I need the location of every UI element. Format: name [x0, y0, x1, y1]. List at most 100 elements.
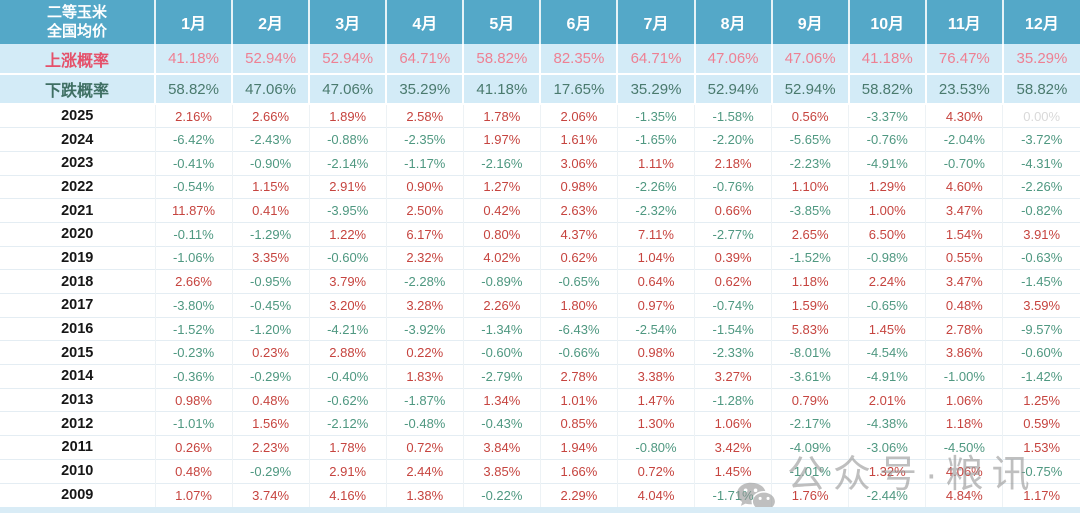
cell-2012-m12: 0.59%: [1002, 411, 1080, 436]
table-row-2013: 2013 0.98% 0.48% -0.62% -1.87% 1.34% 1.01% 1.47…: [0, 387, 1080, 412]
cell-2023-m6: 3.06%: [540, 150, 618, 176]
cell-2011-m10: -3.06%: [848, 435, 927, 460]
cell-2016-m3: -4.21%: [309, 316, 387, 341]
cell-2022-m11: 4.60%: [925, 174, 1004, 199]
cell-2011-m9: -4.09%: [771, 435, 850, 460]
year-label-2023: 2023: [0, 150, 156, 176]
rise-probability-m3: 52.94%: [309, 44, 388, 75]
fall-probability-m7: 35.29%: [617, 74, 696, 105]
cell-2011-m12: 1.53%: [1002, 435, 1080, 460]
cell-2018-m4: -2.28%: [386, 269, 464, 294]
cell-2019-m8: 0.39%: [694, 245, 773, 270]
cell-2020-m5: 0.80%: [463, 221, 541, 247]
cell-2014-m5: -2.79%: [463, 364, 541, 389]
cell-2017-m1: -3.80%: [155, 293, 233, 318]
cell-2011-m11: -4.50%: [925, 435, 1004, 460]
cell-2009-m11: 4.84%: [925, 482, 1004, 507]
rise-probability-m2: 52.94%: [232, 44, 311, 75]
cell-2015-m3: 2.88%: [309, 340, 387, 365]
cell-2013-m10: 2.01%: [848, 387, 927, 412]
table-row-2011: 2011 0.26% 2.23% 1.78% 0.72% 3.84% 1.94% -0.80%…: [0, 435, 1080, 460]
cell-2013-m5: 1.34%: [463, 387, 541, 412]
table-row-2020: 2020 -0.11% -1.29% 1.22% 6.17% 0.80% 4.37% 7.11…: [0, 221, 1080, 247]
cell-2018-m6: -0.65%: [540, 269, 618, 294]
cell-2009-m6: 2.29%: [540, 482, 618, 507]
corner-title-line2: 全国均价: [46, 23, 107, 40]
cell-2021-m8: 0.66%: [694, 198, 773, 223]
cell-2010-m4: 2.44%: [386, 458, 464, 483]
cell-2013-m6: 1.01%: [540, 387, 618, 412]
cell-2023-m12: -4.31%: [1002, 150, 1080, 176]
cell-2013-m12: 1.25%: [1002, 387, 1080, 412]
cell-2012-m2: 1.56%: [232, 411, 310, 436]
cell-2013-m9: 0.79%: [771, 387, 850, 412]
cell-2010-m7: 0.72%: [617, 458, 696, 483]
cell-2025-m7: -1.35%: [617, 103, 696, 128]
rise-probability-m11: 76.47%: [925, 44, 1004, 75]
cell-2025-m12: 0.00%: [1002, 103, 1080, 128]
cell-2021-m4: 2.50%: [386, 198, 464, 223]
cell-2013-m3: -0.62%: [309, 387, 387, 412]
cell-2011-m8: 3.42%: [694, 435, 773, 460]
rise-probability-m12: 35.29%: [1002, 44, 1080, 75]
cell-2015-m8: -2.33%: [694, 340, 773, 365]
cell-2011-m5: 3.84%: [463, 435, 541, 460]
year-label-2020: 2020: [0, 221, 156, 247]
month-header-10: 10月: [848, 0, 927, 44]
cell-2009-m12: 1.17%: [1002, 482, 1080, 507]
cell-2017-m9: 1.59%: [771, 293, 850, 318]
cell-2017-m4: 3.28%: [386, 293, 464, 318]
year-label-2015: 2015: [0, 340, 156, 365]
fall-probability-m9: 52.94%: [771, 74, 850, 105]
cell-2018-m12: -1.45%: [1002, 269, 1080, 294]
fall-probability-m1: 58.82%: [155, 74, 234, 105]
cell-2025-m9: 0.56%: [771, 103, 850, 128]
cell-2018-m1: 2.66%: [155, 269, 233, 294]
cell-2016-m12: -9.57%: [1002, 316, 1080, 341]
fall-probability-m3: 47.06%: [309, 74, 388, 105]
table-header: 二等玉米 全国均价 1月 2月 3月 4月 5月 6月 7月 8月 9月 10月 11月 12月: [0, 0, 1080, 44]
cell-2012-m1: -1.01%: [155, 411, 233, 436]
cell-2014-m1: -0.36%: [155, 364, 233, 389]
cell-2024-m8: -2.20%: [694, 127, 773, 152]
cell-2009-m2: 3.74%: [232, 482, 310, 507]
fall-probability-m2: 47.06%: [232, 74, 311, 105]
cell-2020-m2: -1.29%: [232, 221, 310, 247]
cell-2011-m6: 1.94%: [540, 435, 618, 460]
cell-2019-m10: -0.98%: [848, 245, 927, 270]
cell-2010-m3: 2.91%: [309, 458, 387, 483]
cell-2025-m2: 2.66%: [232, 103, 310, 128]
year-label-2021: 2021: [0, 198, 156, 223]
cell-2018-m3: 3.79%: [309, 269, 387, 294]
cell-2015-m6: -0.66%: [540, 340, 618, 365]
year-label-2016: 2016: [0, 316, 156, 341]
year-rows: 2025 2.16% 2.66% 1.89% 2.58% 1.78% 2.06% -1.35%…: [0, 103, 1080, 507]
cell-2017-m11: 0.48%: [925, 293, 1004, 318]
cell-2022-m6: 0.98%: [540, 174, 618, 199]
table-row-2014: 2014 -0.36% -0.29% -0.40% 1.83% -2.79% 2.78% 3.…: [0, 364, 1080, 389]
fall-probability-m6: 17.65%: [540, 74, 619, 105]
cell-2021-m5: 0.42%: [463, 198, 541, 223]
table-row-2022: 2022 -0.54% 1.15% 2.91% 0.90% 1.27% 0.98% -2.26…: [0, 174, 1080, 199]
cell-2014-m6: 2.78%: [540, 364, 618, 389]
cell-2014-m11: -1.00%: [925, 364, 1004, 389]
cell-2025-m6: 2.06%: [540, 103, 618, 128]
month-header-6: 6月: [540, 0, 619, 44]
table-row-2023: 2023 -0.41% -0.90% -2.14% -1.17% -2.16% 3.06% 1…: [0, 150, 1080, 176]
year-label-2025: 2025: [0, 103, 156, 128]
cell-2012-m5: -0.43%: [463, 411, 541, 436]
bottom-strip: [0, 507, 1080, 513]
probability-rows: 上涨概率 41.18% 52.94% 52.94% 64.71% 58.82% 82.35…: [0, 44, 1080, 105]
year-label-2012: 2012: [0, 411, 156, 436]
cell-2018-m9: 1.18%: [771, 269, 850, 294]
month-header-12: 12月: [1002, 0, 1080, 44]
cell-2009-m10: -2.44%: [848, 482, 927, 507]
cell-2018-m10: 2.24%: [848, 269, 927, 294]
rise-probability-m6: 82.35%: [540, 44, 619, 75]
cell-2024-m5: 1.97%: [463, 127, 541, 152]
cell-2012-m4: -0.48%: [386, 411, 464, 436]
cell-2019-m12: -0.63%: [1002, 245, 1080, 270]
corner-title-line1: 二等玉米: [46, 3, 107, 21]
cell-2015-m10: -4.54%: [848, 340, 927, 365]
